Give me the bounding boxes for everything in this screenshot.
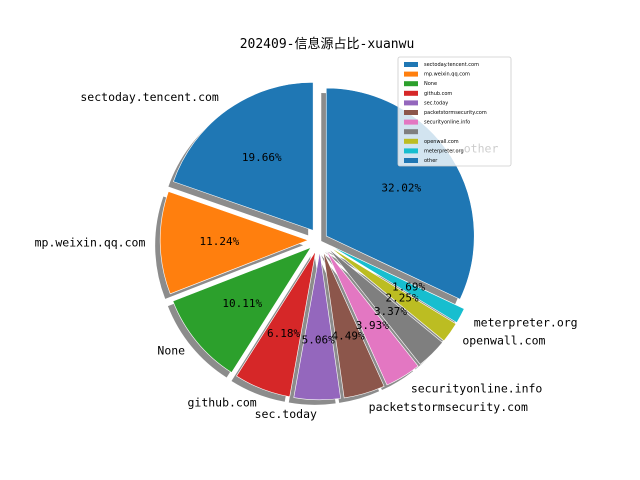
percent-label: 5.06% [302, 334, 335, 347]
slice-label: packetstormsecurity.com [369, 400, 528, 414]
pie-slices [159, 82, 475, 401]
legend-entry: securityonline.info [424, 120, 470, 126]
legend: sectoday.tencent.com mp.weixin.qq.com None… [397, 56, 512, 167]
pie-slice [173, 82, 314, 231]
percent-label: 1.69% [392, 281, 425, 294]
percent-label: 6.18% [267, 327, 300, 340]
percent-label: 11.24% [200, 235, 240, 248]
legend-swatch [404, 90, 418, 96]
percent-label: 3.93% [356, 319, 389, 332]
legend-swatch [404, 138, 418, 144]
slice-label: None [157, 343, 185, 357]
pie-slice [159, 191, 310, 295]
legend-swatch [404, 62, 418, 67]
legend-entry: sectoday.tencent.com [424, 62, 479, 68]
legend-swatch [404, 158, 418, 163]
percent-labels: 19.66% 11.24% 10.11% 6.18%5.06%4.49%3.93%3.… [200, 151, 426, 347]
legend-entry: other [424, 158, 438, 164]
percent-label: 19.66% [242, 151, 282, 164]
legend-entry: None [424, 81, 437, 87]
pie-slice [236, 250, 317, 398]
slice-labels: sectoday.tencent.com mp.weixin.qq.com None… [35, 90, 578, 421]
pie-slice [293, 251, 341, 401]
slice-label: sectoday.tencent.com [80, 90, 219, 104]
legend-swatch [404, 100, 418, 106]
pie-slice [323, 251, 385, 399]
legend-swatch [404, 148, 418, 154]
legend-swatch [404, 129, 418, 135]
legend-swatch [404, 71, 418, 77]
legend-entry: packetstormsecurity.com [424, 110, 487, 116]
slice-label: github.com [187, 395, 256, 409]
legend-entry: mp.weixin.qq.com [424, 72, 470, 78]
legend-entry: meterpreter.org [424, 148, 464, 154]
legend-frame [397, 56, 512, 167]
slice-label: meterpreter.org [474, 315, 578, 329]
legend-swatch [404, 81, 418, 87]
chart-title: 202409-信息源占比-xuanwu [240, 36, 415, 52]
percent-label: 10.11% [222, 297, 262, 310]
percent-label: 2.25% [385, 291, 418, 304]
legend-swatch [404, 110, 418, 115]
legend-entry: openwall.com [424, 139, 459, 145]
percent-label: 3.37% [374, 305, 407, 318]
legend-entry: sec.today [424, 100, 448, 106]
pie-slice [325, 249, 419, 386]
slice-label: sec.today [255, 407, 317, 421]
pie-slice [329, 246, 457, 342]
pie-slice [172, 246, 312, 373]
pie-slice [328, 248, 443, 365]
legend-swatch [404, 119, 418, 125]
slice-label: mp.weixin.qq.com [35, 236, 146, 250]
percent-label: 32.02% [381, 182, 421, 195]
percent-label: 4.49% [331, 330, 364, 343]
slice-label: openwall.com [462, 334, 545, 348]
legend-entry: github.com [424, 91, 452, 97]
pie-slice [330, 245, 465, 324]
slice-label: securityonline.info [411, 382, 543, 396]
